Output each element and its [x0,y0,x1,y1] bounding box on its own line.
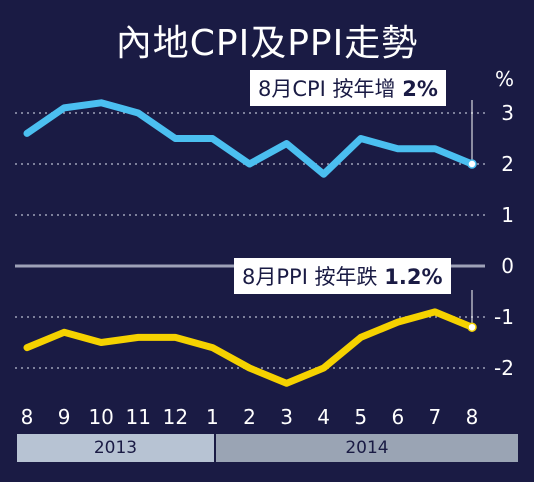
x-tick-label: 8 [21,405,34,429]
cpi-line [23,99,476,178]
cpi-callout-text: 8月CPI 按年增 [258,77,396,101]
x-tick-label: 9 [58,405,71,429]
y-tick-label: -2 [494,356,514,380]
y-tick-label: 3 [501,101,514,125]
chart-title: 內地CPI及PPI走勢 [115,23,419,64]
x-tick-label: 3 [280,405,293,429]
y-tick-label: -1 [494,305,514,329]
cpi-end-point [467,159,477,169]
ppi-line [23,308,476,387]
x-tick-label: 6 [391,405,404,429]
year-band-2013: 2013 [17,434,214,462]
x-tick-label: 1 [206,405,219,429]
x-tick-label: 2 [243,405,256,429]
x-tick-label: 11 [126,405,151,429]
cpi-callout: 8月CPI 按年增 2% [250,70,446,106]
ppi-callout-text: 8月PPI 按年跌 [242,265,378,289]
y-tick-label: 2 [501,152,514,176]
cpi-callout-value: 2% [402,77,438,101]
y-axis-unit: % [495,67,514,91]
x-tick-label: 4 [317,405,330,429]
x-tick-label: 7 [429,405,442,429]
ppi-callout: 8月PPI 按年跌 1.2% [234,258,451,294]
x-tick-label: 12 [163,405,188,429]
y-tick-label: 1 [501,203,514,227]
x-tick-label: 8 [466,405,479,429]
ppi-end-point [467,322,477,332]
year-band-2014: 2014 [216,434,518,462]
y-tick-label: 0 [501,254,514,278]
ppi-callout-value: 1.2% [384,265,443,289]
x-tick-label: 5 [354,405,367,429]
x-tick-label: 10 [88,405,113,429]
